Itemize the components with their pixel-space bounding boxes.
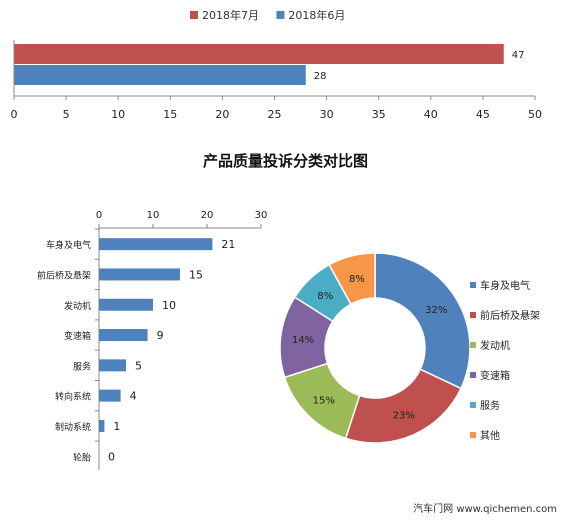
data-label: 28 [314, 71, 327, 82]
slice-label: 23% [393, 411, 415, 422]
slice-label: 8% [317, 291, 333, 302]
category-label: 轮胎 [73, 451, 91, 463]
data-label: 21 [221, 238, 235, 251]
bar [14, 65, 306, 85]
data-label: 1 [113, 420, 120, 433]
legend-swatch [470, 432, 476, 438]
legend-label: 2018年7月 [202, 8, 259, 22]
data-label: 9 [157, 329, 164, 342]
data-label: 4 [130, 390, 137, 403]
legend-label: 变速箱 [480, 369, 510, 382]
bar [14, 44, 504, 64]
data-label: 0 [108, 450, 115, 463]
data-label: 15 [189, 268, 203, 281]
legend-label: 发动机 [480, 339, 510, 352]
slice-label: 14% [292, 335, 314, 346]
watermark: 汽车门网 www.qichemen.com [413, 504, 557, 515]
bar [99, 268, 180, 281]
category-label: 变速箱 [64, 330, 91, 342]
legend-swatch [276, 11, 285, 19]
x-tick-label: 20 [201, 210, 214, 221]
x-tick-label: 0 [11, 108, 18, 121]
data-label: 47 [512, 50, 525, 61]
slice-label: 15% [313, 395, 335, 406]
legend-swatch [190, 11, 198, 19]
top-bar-chart: 2018年7月 2018年6月 47 28 0 5 10 15 20 25 30 35 40 45 50 [11, 8, 543, 121]
bar [99, 238, 213, 251]
x-tick-label: 20 [215, 108, 229, 121]
legend-label: 前后桥及悬架 [480, 309, 540, 322]
x-tick-label: 25 [268, 108, 282, 121]
legend-swatch [470, 342, 476, 348]
x-tick-label: 10 [147, 210, 160, 221]
bar [99, 359, 126, 372]
data-label: 10 [162, 299, 176, 312]
bar [99, 298, 153, 311]
legend-swatch [470, 282, 476, 288]
x-tick-label: 40 [424, 108, 438, 121]
x-tick-label: 15 [163, 108, 177, 121]
slice-label: 32% [425, 305, 447, 316]
bar [99, 419, 105, 432]
x-tick-label: 5 [63, 108, 70, 121]
category-label: 制动系统 [55, 421, 91, 433]
category-label: 转向系统 [55, 391, 91, 403]
donut-slice [328, 252, 376, 306]
legend-label: 车身及电气 [480, 279, 530, 292]
legend-swatch [470, 312, 476, 318]
legend-swatch [470, 402, 476, 408]
legend-swatch [470, 372, 476, 378]
x-tick-label: 0 [96, 210, 102, 221]
data-label: 5 [135, 359, 142, 372]
bar [99, 329, 148, 342]
x-tick-label: 30 [255, 210, 268, 221]
x-tick-label: 35 [372, 108, 386, 121]
slice-label: 8% [349, 274, 365, 285]
category-label: 车身及电气 [46, 239, 91, 251]
donut-slice [374, 252, 471, 390]
x-tick-label: 50 [528, 108, 542, 121]
legend-label: 2018年6月 [288, 8, 345, 22]
x-tick-label: 45 [476, 108, 490, 121]
x-tick-label: 10 [111, 108, 125, 121]
x-tick-label: 30 [320, 108, 334, 121]
legend-label: 其他 [480, 429, 500, 442]
category-label: 发动机 [64, 300, 91, 312]
legend-label: 服务 [480, 399, 500, 412]
category-label: 前后桥及悬架 [37, 269, 91, 281]
page-title: 产品质量投诉分类对比图 [202, 152, 368, 170]
donut-slice [344, 368, 462, 444]
bar [99, 389, 121, 402]
category-label: 服务 [73, 360, 91, 372]
